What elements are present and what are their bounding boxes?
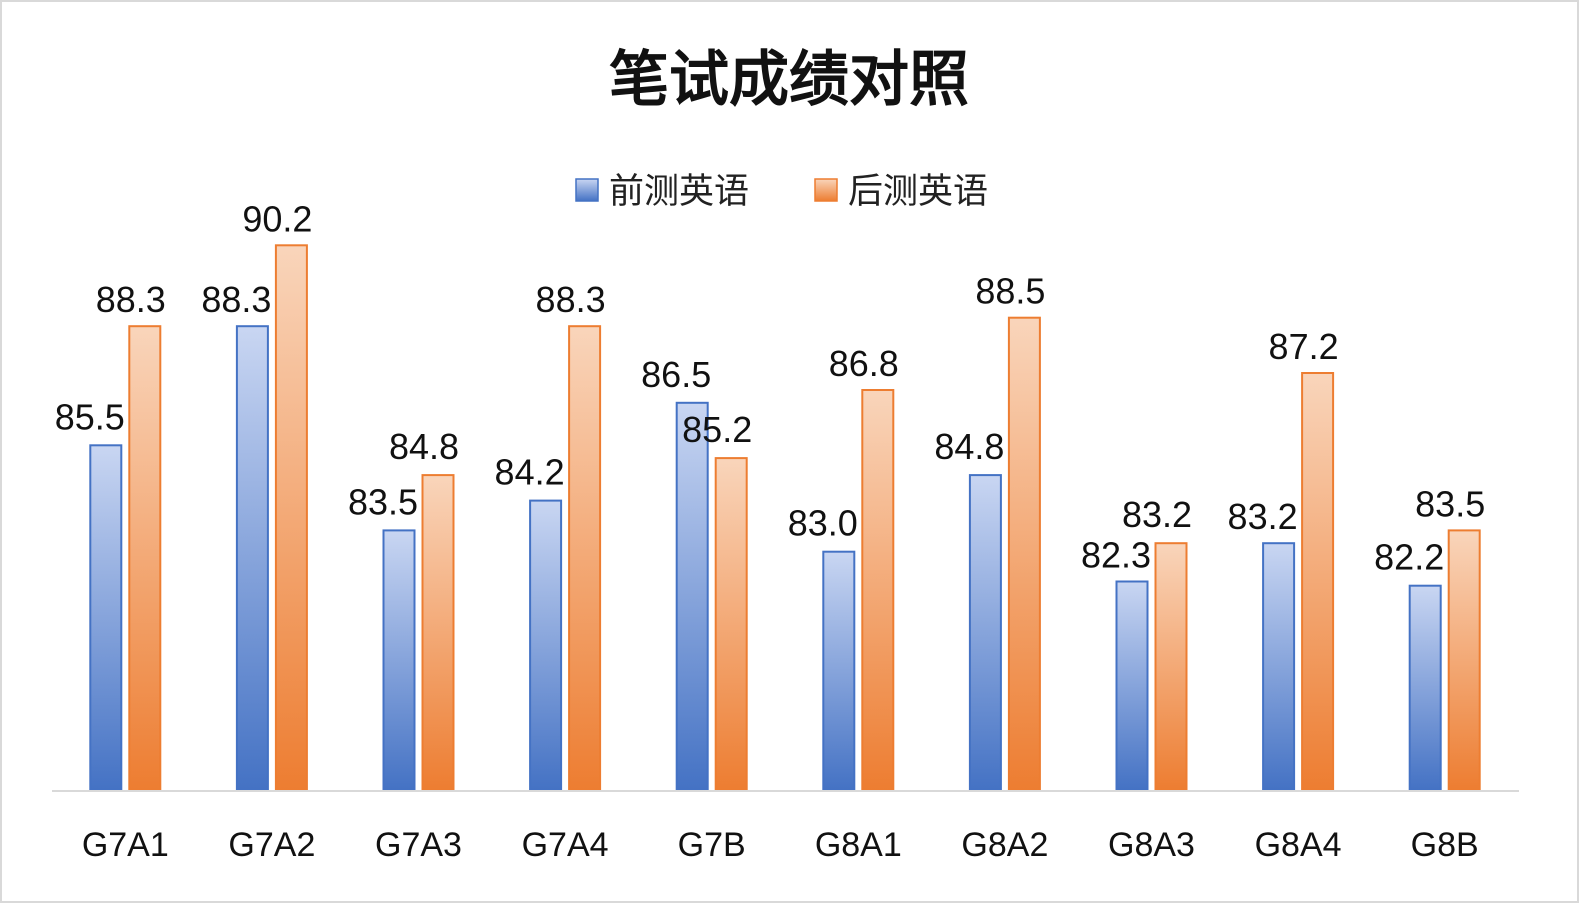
bar-pre-g7b bbox=[675, 401, 709, 791]
bar-pre-g8a2 bbox=[968, 474, 1002, 791]
data-label-pre-g8a1: 83.0 bbox=[788, 503, 858, 544]
data-label-pre-g7a4: 84.2 bbox=[495, 452, 565, 493]
bar-post-g7a2 bbox=[274, 244, 308, 792]
category-label-g8a1: G8A1 bbox=[815, 826, 902, 864]
category-label-g7a2: G7A2 bbox=[228, 826, 315, 864]
data-label-post-g8a1: 86.8 bbox=[829, 343, 899, 384]
data-label-post-g7b: 85.2 bbox=[682, 409, 752, 450]
data-label-pre-g8b: 82.2 bbox=[1374, 537, 1444, 578]
data-label-post-g7a4: 88.3 bbox=[536, 279, 606, 320]
data-label-post-g8a4: 87.2 bbox=[1269, 326, 1339, 367]
legend-swatch-post-test bbox=[814, 178, 838, 202]
data-label-post-g7a3: 84.8 bbox=[389, 426, 459, 467]
legend-label-pre-test: 前测英语 bbox=[609, 172, 749, 212]
bar-pre-g8a3 bbox=[1115, 580, 1149, 791]
legend-swatch-pre-test bbox=[575, 178, 599, 202]
category-label-g7b: G7B bbox=[678, 826, 746, 864]
bar-post-g8a4 bbox=[1301, 372, 1335, 791]
bar-pre-g8a1 bbox=[822, 550, 856, 792]
bar-pre-g7a3 bbox=[382, 529, 416, 792]
bar-post-g8a2 bbox=[1007, 316, 1041, 791]
data-label-post-g7a2: 90.2 bbox=[242, 198, 312, 239]
bar-post-g8a1 bbox=[861, 389, 895, 791]
data-label-post-g7a1: 88.3 bbox=[96, 279, 166, 320]
category-label-g7a3: G7A3 bbox=[375, 826, 462, 864]
chart-title: 笔试成绩对照 bbox=[609, 45, 969, 115]
data-labels-group: 85.5 88.3 88.3 90.2 83.5 84.8 84.2 88.3 86.5 85.2… bbox=[55, 198, 1485, 577]
data-label-pre-g7a3: 83.5 bbox=[348, 481, 418, 522]
legend-label-post-test: 后测英语 bbox=[848, 172, 988, 212]
data-label-pre-g7a2: 88.3 bbox=[201, 279, 271, 320]
category-label-g7a4: G7A4 bbox=[522, 826, 609, 864]
bar-post-g7a1 bbox=[128, 325, 162, 791]
bar-post-g7b bbox=[714, 457, 748, 791]
bar-pre-g8b bbox=[1408, 584, 1442, 792]
bar-pre-g8a4 bbox=[1262, 542, 1296, 792]
bar-pre-g7a2 bbox=[235, 325, 269, 791]
category-label-g7a1: G7A1 bbox=[82, 826, 169, 864]
category-labels-group: G7A1 G7A2 G7A3 G7A4 G7B G8A1 G8A2 G8A3 G8A4 G8B bbox=[82, 826, 1479, 864]
data-label-post-g8b: 83.5 bbox=[1415, 483, 1485, 524]
legend: 前测英语 后测英语 bbox=[575, 172, 988, 212]
category-label-g8a2: G8A2 bbox=[961, 826, 1048, 864]
data-label-pre-g7a1: 85.5 bbox=[55, 396, 125, 437]
bar-post-g8b bbox=[1447, 529, 1481, 792]
category-label-g8a3: G8A3 bbox=[1108, 826, 1195, 864]
data-label-pre-g8a4: 83.2 bbox=[1228, 496, 1298, 537]
bar-pre-g7a4 bbox=[529, 499, 563, 791]
category-label-g8b: G8B bbox=[1411, 826, 1479, 864]
bar-pre-g7a1 bbox=[89, 444, 123, 791]
bar-post-g7a4 bbox=[568, 325, 602, 791]
category-label-g8a4: G8A4 bbox=[1255, 826, 1342, 864]
data-label-post-g8a2: 88.5 bbox=[975, 271, 1045, 312]
bar-post-g8a3 bbox=[1154, 542, 1188, 792]
data-label-pre-g7b: 86.5 bbox=[641, 354, 711, 395]
data-label-pre-g8a3: 82.3 bbox=[1081, 535, 1151, 576]
bar-post-g7a3 bbox=[421, 474, 455, 791]
bars-group bbox=[89, 244, 1481, 792]
data-label-post-g8a3: 83.2 bbox=[1122, 494, 1192, 535]
data-label-pre-g8a2: 84.8 bbox=[934, 426, 1004, 467]
